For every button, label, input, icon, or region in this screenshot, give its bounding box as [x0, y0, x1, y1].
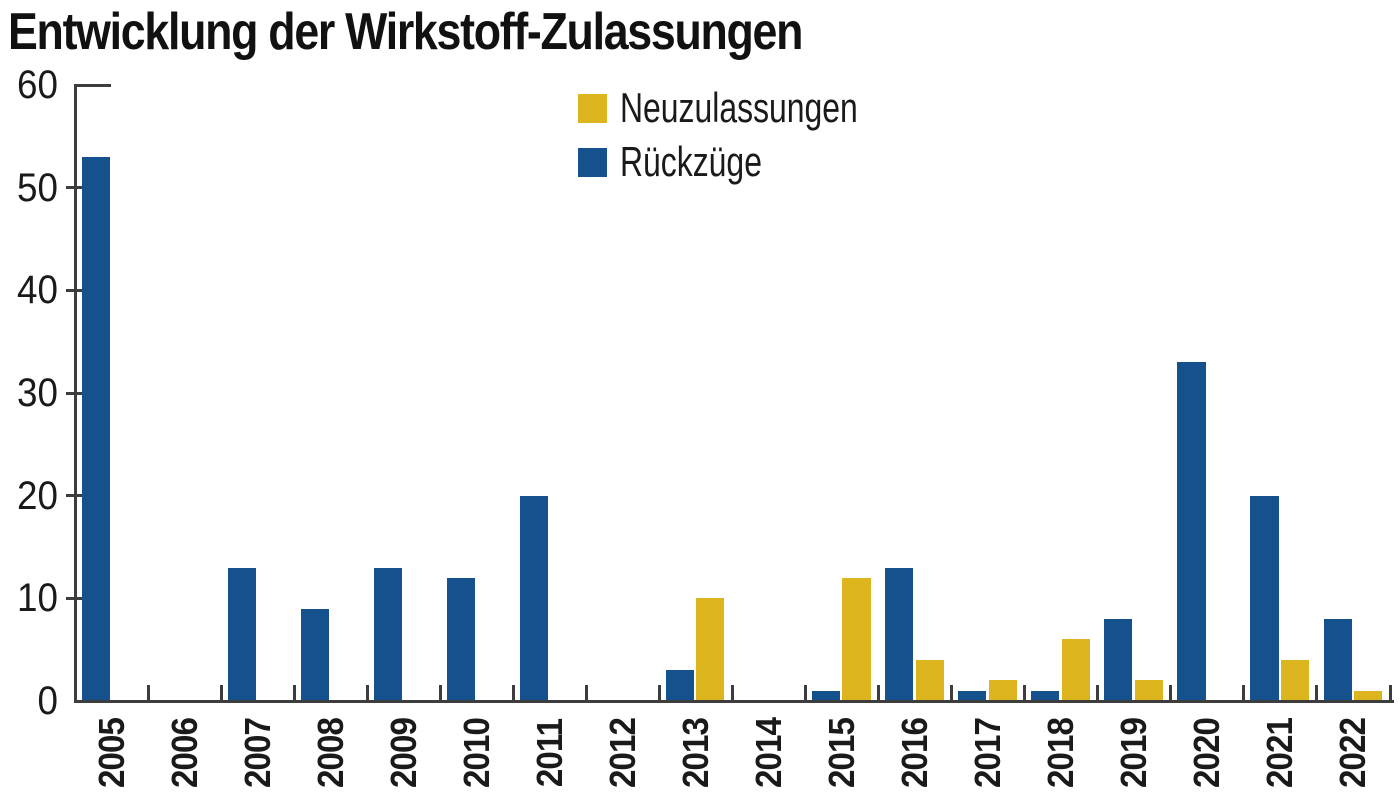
x-axis-tick: [950, 685, 954, 701]
x-axis-tick: [584, 685, 588, 701]
legend: Neuzulassungen Rückzüge: [578, 87, 933, 200]
bar-rckzge-2020: [1177, 362, 1206, 701]
bar-neuzulassungen-2018: [1061, 639, 1090, 701]
legend-item-rueckzuege: Rückzüge: [578, 141, 933, 183]
bar-rckzge-2016: [885, 567, 914, 701]
x-axis-year-label: 2011: [528, 718, 570, 788]
bar-rckzge-2011: [519, 495, 549, 701]
x-axis-tick: [1242, 685, 1246, 701]
bar-neuzulassungen-2019: [1134, 680, 1163, 701]
x-axis-tick: [1315, 685, 1319, 701]
x-axis-tick: [1023, 685, 1027, 701]
x-axis-tick: [804, 685, 808, 701]
bar-neuzulassungen-2015: [842, 577, 871, 701]
bar-neuzulassungen-2016: [915, 659, 944, 701]
legend-item-neuzulassungen: Neuzulassungen: [578, 87, 933, 129]
bar-rckzge-2013: [666, 670, 695, 701]
x-axis-year-label: 2018: [1040, 717, 1082, 789]
legend-swatch-rueckzuege-icon: [578, 147, 607, 177]
bar-rckzge-2015: [812, 690, 841, 701]
x-axis-year-label: 2016: [894, 717, 936, 789]
x-axis-tick: [1096, 685, 1100, 701]
y-axis-tick-label: 10: [17, 576, 59, 621]
y-axis-tick-label: 60: [17, 63, 59, 107]
bar-rckzge-2018: [1031, 690, 1060, 701]
x-axis-tick: [292, 685, 296, 701]
x-axis-year-label: 2009: [382, 717, 424, 789]
x-axis-year-label: 2015: [821, 717, 863, 789]
x-axis-year-label: 2005: [90, 717, 132, 789]
y-axis-tick-label: 50: [17, 165, 59, 210]
x-axis-year-label: 2010: [455, 717, 497, 789]
bar-rckzge-2022: [1323, 618, 1352, 701]
x-axis-year-label: 2014: [748, 717, 790, 789]
legend-label-neuzulassungen: Neuzulassungen: [620, 84, 858, 131]
x-axis-year-label: 2017: [967, 717, 1009, 789]
x-axis-year-label: 2007: [236, 717, 278, 789]
bar-rckzge-2007: [227, 567, 256, 701]
x-axis-tick: [146, 685, 150, 701]
x-axis-tick: [877, 685, 881, 701]
bar-rckzge-2009: [373, 567, 402, 701]
x-axis-year-label: 2021: [1259, 717, 1301, 789]
bar-neuzulassungen-2013: [696, 598, 725, 701]
x-axis-tick: [657, 685, 661, 701]
x-axis-year-label: 2013: [674, 717, 716, 789]
bar-rckzge-2019: [1104, 618, 1133, 701]
y-axis: [73, 83, 77, 703]
bar-rckzge-2010: [446, 577, 475, 701]
x-axis-tick: [731, 685, 734, 701]
x-axis-tick: [219, 685, 223, 701]
legend-swatch-neuzulassungen-icon: [578, 93, 607, 123]
y-axis-tick-label: 0: [37, 679, 58, 723]
x-axis-tick: [511, 685, 515, 701]
x-axis-tick: [438, 685, 442, 701]
x-axis-year-label: 2012: [601, 717, 643, 789]
bar-rckzge-2021: [1250, 495, 1279, 701]
y-axis-tick-label: 30: [17, 371, 59, 415]
bar-rckzge-2017: [958, 690, 987, 701]
y-axis-tick-label: 20: [17, 473, 59, 518]
bar-neuzulassungen-2022: [1353, 690, 1382, 701]
y-axis-tick-label: 40: [17, 268, 59, 313]
x-axis: [73, 699, 1394, 703]
y-axis-top-cap: [75, 83, 111, 87]
bar-neuzulassungen-2017: [988, 680, 1017, 701]
x-axis-tick: [1388, 685, 1392, 701]
bar-rckzge-2008: [300, 608, 329, 701]
x-axis-year-label: 2006: [163, 717, 205, 789]
chart-title: Entwicklung der Wirkstoff-Zulassungen: [8, 3, 803, 61]
bar-neuzulassungen-2021: [1280, 659, 1309, 701]
x-axis-year-label: 2019: [1113, 717, 1155, 789]
legend-label-rueckzuege: Rückzüge: [620, 138, 762, 185]
x-axis-year-label: 2020: [1186, 717, 1228, 789]
x-axis-tick: [365, 685, 369, 701]
x-axis-tick: [1169, 685, 1173, 701]
x-axis-year-label: 2008: [309, 717, 351, 789]
x-axis-year-label: 2022: [1332, 717, 1374, 789]
bar-rckzge-2005: [81, 156, 110, 701]
